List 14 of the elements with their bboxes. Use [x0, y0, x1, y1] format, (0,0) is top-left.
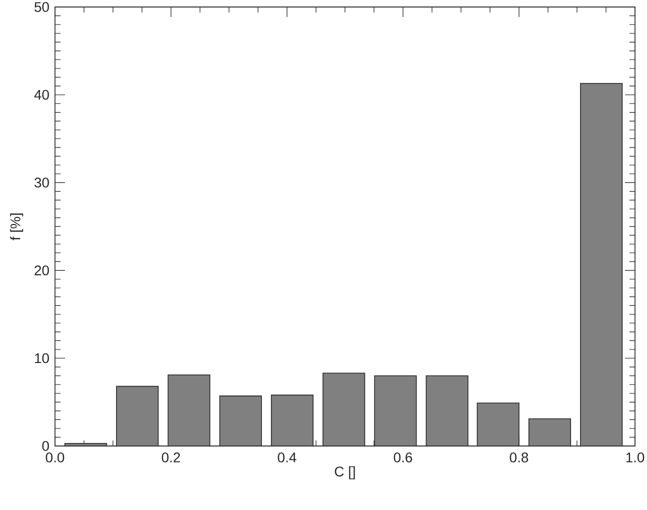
y-tick-label: 40 [34, 90, 49, 100]
x-axis-title: C [] [334, 466, 355, 480]
y-tick-label: 20 [34, 265, 49, 276]
y-axis-title: f [%] [10, 214, 24, 240]
x-tick-label: 0.6 [394, 452, 412, 462]
x-tick-label: 0.0 [46, 452, 64, 462]
y-tick-label: 0 [42, 441, 49, 451]
x-tick-label: 1.0 [626, 452, 644, 462]
y-tick-label: 30 [34, 178, 49, 188]
x-tick-label: 0.2 [162, 452, 180, 462]
y-tick-label: 10 [35, 353, 49, 364]
y-tick-label: 50 [34, 2, 49, 12]
x-tick-label: 0.8 [510, 452, 528, 462]
x-tick-label: 0.4 [278, 452, 296, 462]
